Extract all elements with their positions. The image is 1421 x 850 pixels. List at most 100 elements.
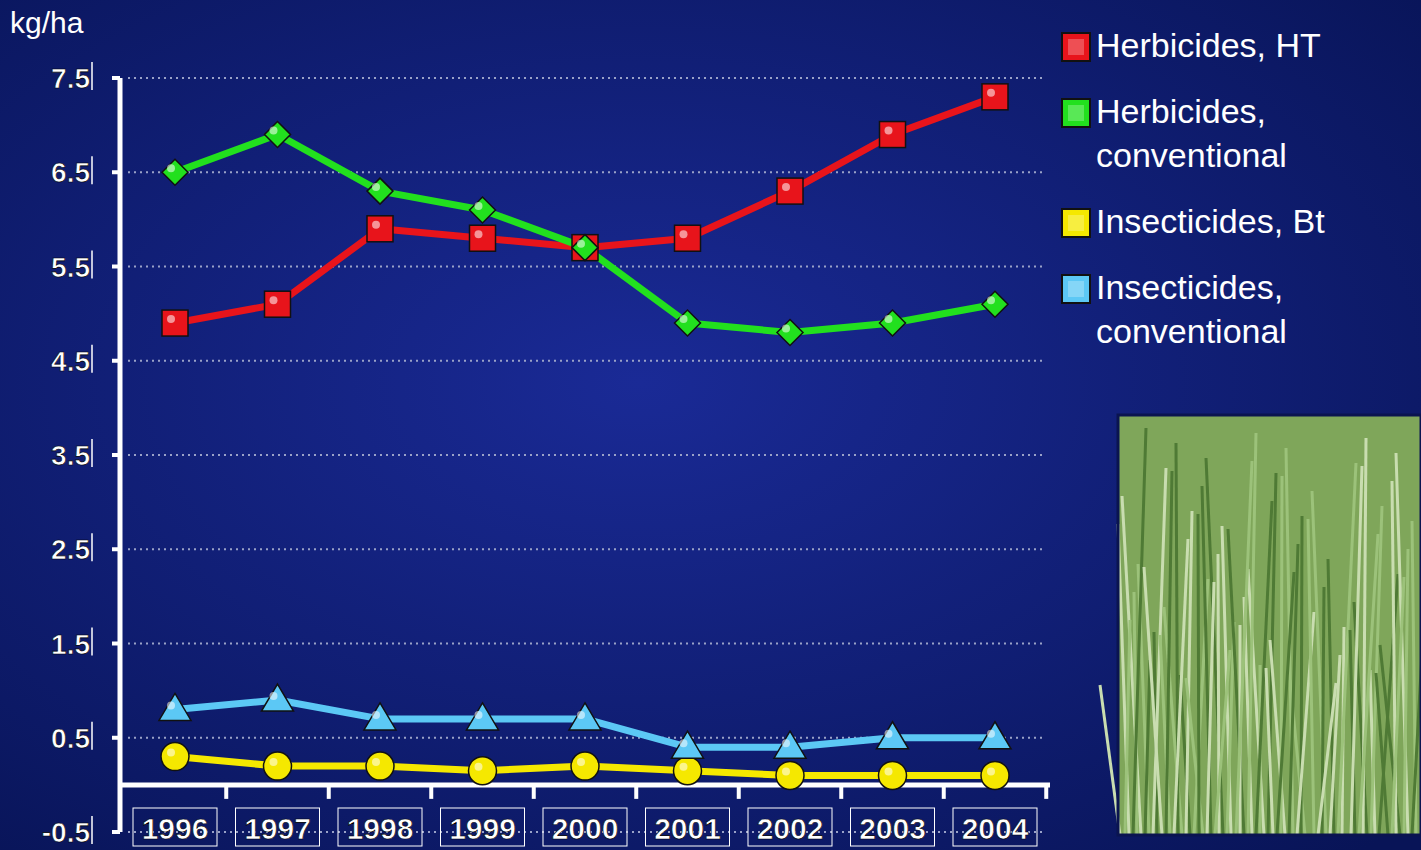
category-box: [338, 808, 422, 846]
marker: [877, 722, 909, 749]
marker: [880, 310, 906, 336]
tick-mark: [224, 785, 228, 799]
tick-mark: [737, 785, 741, 799]
marker: [262, 684, 294, 711]
category-label: 1998: [347, 812, 414, 845]
marker: [777, 178, 803, 204]
background: [0, 0, 1421, 850]
marker: [364, 703, 396, 730]
marker: [470, 197, 496, 223]
category-label: 2004: [962, 812, 1029, 845]
marker: [467, 703, 499, 730]
marker: [572, 235, 598, 261]
grass-blade: [1186, 678, 1203, 835]
tick-mark: [942, 785, 946, 799]
chart: -0.50.51.52.53.54.55.56.57.5kg/ha1996199…: [0, 0, 1421, 850]
y-axis: [118, 78, 123, 832]
tick-label: 5.5: [51, 252, 90, 283]
marker-highlight: [987, 767, 995, 775]
marker: [470, 225, 496, 251]
legend-label: Insecticides,conventional: [1096, 268, 1287, 350]
tick-label-edge: [91, 62, 93, 90]
category-box: [133, 808, 217, 846]
legend-swatch: [1062, 33, 1090, 61]
marker: [162, 310, 188, 336]
marker: [672, 731, 704, 758]
x-axis: [120, 782, 1050, 787]
marker-highlight: [577, 758, 585, 766]
category-label: 1999: [449, 812, 516, 845]
grass-blade: [1198, 514, 1199, 835]
tick-mark: [532, 785, 536, 799]
grass-blade: [1318, 683, 1336, 835]
tick-label-edge: [91, 156, 93, 184]
legend-label: Insecticides, Bt: [1096, 202, 1325, 240]
marker-highlight: [885, 767, 893, 775]
tick-mark: [839, 785, 843, 799]
marker-highlight: [782, 183, 790, 191]
tick-label-edge: [91, 345, 93, 373]
marker: [982, 84, 1008, 110]
marker-highlight: [270, 127, 278, 135]
marker: [367, 216, 393, 242]
grass-blade: [1125, 620, 1130, 835]
tick-label: 2.5: [51, 534, 90, 565]
marker-highlight: [885, 730, 893, 738]
marker: [264, 752, 292, 780]
category-box: [236, 808, 320, 846]
marker-highlight: [680, 315, 688, 323]
marker: [572, 235, 598, 261]
marker: [162, 159, 188, 185]
marker-highlight: [372, 221, 380, 229]
marker-highlight: [475, 763, 483, 771]
grass-blade: [1144, 567, 1162, 835]
photo-frame: [1118, 415, 1421, 835]
category-box: [748, 808, 832, 846]
tick-label-edge: [91, 816, 93, 844]
marker: [469, 757, 497, 785]
marker: [675, 225, 701, 251]
grid-line: [128, 266, 1045, 268]
marker-highlight: [782, 739, 790, 747]
legend-swatch: [1062, 99, 1090, 127]
marker-highlight: [885, 315, 893, 323]
category-label: 2003: [859, 812, 926, 845]
grass-blade: [1308, 519, 1314, 835]
category-box: [953, 808, 1037, 846]
marker: [774, 731, 806, 758]
marker-highlight: [372, 758, 380, 766]
grid-line: [128, 643, 1045, 645]
tick-label: 7.5: [51, 63, 90, 94]
marker: [265, 122, 291, 148]
marker: [879, 761, 907, 789]
marker-highlight: [167, 749, 175, 757]
tick-mark: [1044, 785, 1048, 799]
marker: [674, 757, 702, 785]
marker-highlight: [475, 230, 483, 238]
tick-label-edge: [91, 533, 93, 561]
marker-highlight: [270, 758, 278, 766]
marker: [880, 122, 906, 148]
marker-highlight: [167, 701, 175, 709]
series-line: [175, 135, 995, 333]
marker-highlight: [680, 763, 688, 771]
category-label: 2002: [757, 812, 824, 845]
tick-label: 6.5: [51, 157, 90, 188]
grass-blade: [1166, 471, 1172, 835]
marker: [161, 743, 189, 771]
marker-highlight: [372, 711, 380, 719]
grass-blade: [1277, 572, 1294, 835]
tick-label: 3.5: [51, 440, 90, 471]
category-box: [543, 808, 627, 846]
category-label: 1996: [142, 812, 209, 845]
category-label: 2001: [654, 812, 721, 845]
marker-highlight: [577, 711, 585, 719]
legend-label: Herbicides,conventional: [1096, 92, 1287, 174]
plot-area: [159, 84, 1011, 790]
grass-blade: [1392, 577, 1404, 835]
marker-highlight: [782, 324, 790, 332]
legend-swatch-shine: [1068, 215, 1084, 231]
marker: [569, 703, 601, 730]
marker: [367, 178, 393, 204]
marker: [979, 722, 1011, 749]
